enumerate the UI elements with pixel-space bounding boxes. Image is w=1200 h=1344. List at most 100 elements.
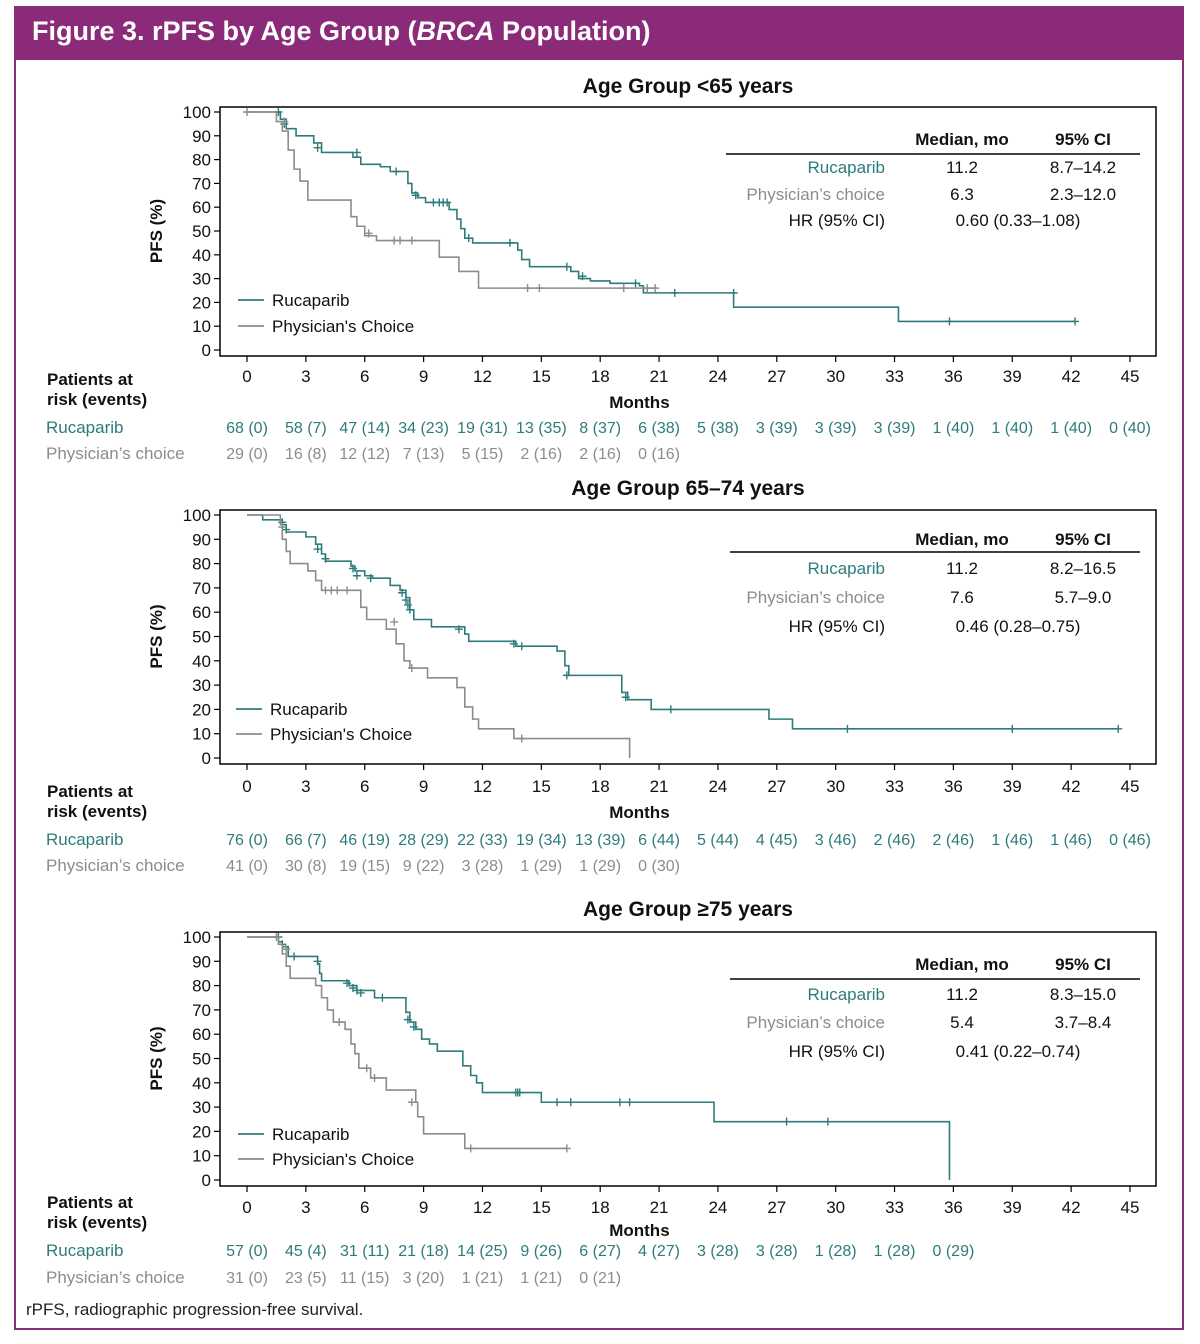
risk-header-line2: risk (events) (47, 390, 147, 409)
x-tick-label: 15 (532, 367, 551, 386)
risk-count: 57 (0) (226, 1243, 268, 1260)
rucaparib-censor-mark (621, 693, 630, 702)
y-tick-label: 100 (183, 928, 211, 947)
risk-count: 68 (0) (226, 420, 268, 437)
y-tick-label: 60 (192, 198, 211, 217)
rucaparib-censor-mark (578, 272, 587, 281)
median-table: Median, mo 95% CI Rucaparib 11.2 8.2–16.5 Phy… (730, 530, 1140, 636)
table-row-label: Physician’s choice (746, 588, 885, 607)
risk-count: 4 (27) (638, 1243, 680, 1260)
x-tick-label: 9 (419, 367, 428, 386)
y-tick-label: 30 (192, 1098, 211, 1117)
x-tick-label: 15 (532, 777, 551, 796)
risk-count: 3 (20) (403, 1270, 445, 1287)
rucaparib-censor-mark (411, 191, 420, 200)
panel-title: Age Group ≥75 years (583, 898, 793, 921)
rucaparib-censor-mark (378, 993, 387, 1002)
x-tick-label: 30 (826, 777, 845, 796)
rucaparib-censor-mark (356, 988, 365, 997)
risk-count: 3 (28) (756, 1243, 798, 1260)
y-tick-label: 20 (192, 1122, 211, 1141)
risk-count: 2 (46) (874, 832, 916, 849)
risk-count: 41 (0) (226, 858, 268, 875)
rucaparib-censor-mark (403, 1015, 412, 1024)
table-row-label: Physician’s choice (746, 185, 885, 204)
table-row-label: Rucaparib (808, 985, 886, 1004)
y-tick-label: 70 (192, 174, 211, 193)
x-tick-label: 3 (301, 1198, 310, 1217)
risk-count: 1 (40) (933, 420, 975, 437)
figure-title-suffix: Population) (494, 16, 651, 46)
table-hr-value: 0.60 (0.33–1.08) (956, 211, 1081, 230)
physician-censor-mark (523, 284, 532, 293)
physician-censor-mark (517, 734, 526, 743)
risk-count: 1 (46) (1050, 832, 1092, 849)
table-header-median: Median, mo (915, 130, 1009, 149)
risk-count: 21 (18) (398, 1243, 449, 1260)
figure-frame (14, 6, 1184, 1330)
risk-label-physician: Physician’s choice (46, 1268, 185, 1287)
y-tick-label: 50 (192, 628, 211, 647)
x-axis-label: Months (609, 803, 669, 822)
table-row-label: Physician’s choice (746, 1013, 885, 1032)
legend-label-rucaparib: Rucaparib (272, 1125, 350, 1144)
x-axis-label: Months (609, 393, 669, 412)
rucaparib-censor-mark (1008, 724, 1017, 733)
rucaparib-censor-mark (517, 642, 526, 651)
risk-count: 0 (16) (638, 446, 680, 463)
rucaparib-censor-mark (631, 279, 640, 288)
risk-count: 1 (28) (815, 1243, 857, 1260)
legend: Rucaparib Physician's Choice (238, 1125, 414, 1169)
rucaparib-curve (247, 514, 1119, 730)
physician-censor-mark (643, 284, 652, 293)
risk-count: 19 (34) (516, 832, 567, 849)
risk-label-physician: Physician’s choice (46, 856, 185, 875)
x-tick-label: 30 (826, 367, 845, 386)
x-tick-label: 33 (885, 777, 904, 796)
physician-censor-mark (651, 284, 660, 293)
physician-censor-mark (466, 1144, 475, 1153)
risk-count: 6 (44) (638, 832, 680, 849)
x-tick-label: 12 (473, 777, 492, 796)
table-hr-value: 0.46 (0.28–0.75) (956, 617, 1081, 636)
risk-label-rucaparib: Rucaparib (46, 830, 124, 849)
physician-censor-mark (362, 1064, 371, 1073)
x-tick-label: 33 (885, 1198, 904, 1217)
rucaparib-censor-mark (464, 234, 473, 243)
risk-count: 1 (46) (991, 832, 1033, 849)
y-tick-label: 60 (192, 1025, 211, 1044)
risk-header-line1: Patients at (47, 782, 133, 801)
rucaparib-censor-mark (352, 148, 361, 157)
y-tick-label: 30 (192, 270, 211, 289)
risk-count: 1 (40) (991, 420, 1033, 437)
y-tick-label: 90 (192, 530, 211, 549)
physician-censor-mark (364, 229, 373, 238)
x-tick-label: 39 (1003, 367, 1022, 386)
y-tick-label: 40 (192, 246, 211, 265)
table-hr-label: HR (95% CI) (789, 211, 885, 230)
risk-count: 1 (29) (579, 858, 621, 875)
risk-count: 76 (0) (226, 832, 268, 849)
x-axis-label: Months (609, 1221, 669, 1240)
y-axis-label: PFS (%) (147, 199, 166, 263)
y-tick-label: 10 (192, 725, 211, 744)
risk-count: 2 (16) (579, 446, 621, 463)
table-hr-label: HR (95% CI) (789, 617, 885, 636)
x-tick-label: 18 (591, 367, 610, 386)
x-tick-label: 6 (360, 1198, 369, 1217)
risk-label-rucaparib: Rucaparib (46, 1241, 124, 1260)
median-table: Median, mo 95% CI Rucaparib 11.2 8.3–15.0 Phy… (730, 955, 1140, 1061)
legend: Rucaparib Physician's Choice (236, 700, 412, 744)
x-tick-label: 18 (591, 1198, 610, 1217)
panel-3: Age Group ≥75 years010203040506070809010… (46, 898, 1157, 1287)
x-tick-label: 24 (708, 1198, 727, 1217)
rucaparib-censor-mark (290, 952, 299, 961)
y-tick-label: 90 (192, 952, 211, 971)
figure-header: Figure 3. rPFS by Age Group (BRCA Popula… (14, 6, 1184, 60)
x-tick-label: 42 (1062, 777, 1081, 796)
rucaparib-censor-mark (945, 317, 954, 326)
y-tick-label: 20 (192, 700, 211, 719)
risk-count: 19 (31) (457, 420, 508, 437)
legend-label-physician: Physician's Choice (272, 1150, 414, 1169)
